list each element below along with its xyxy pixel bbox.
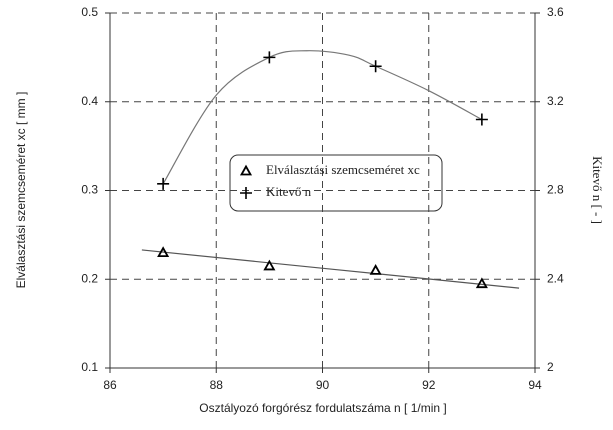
y-tick-label: 0.1	[81, 360, 98, 374]
y-tick-label: 0.2	[81, 271, 98, 285]
y2-tick-label: 3.6	[547, 5, 564, 19]
y-axis-label: Elválasztási szemcseméret xc [ mm ]	[14, 92, 28, 289]
plus-marker	[475, 113, 488, 126]
plus-marker	[369, 60, 382, 73]
legend-label: Elválasztási szemcseméret xc	[266, 162, 420, 177]
x-tick-label: 90	[316, 378, 330, 392]
y2-axis-label: Kitevő n [ - ]	[590, 156, 605, 224]
legend-box	[229, 154, 443, 212]
y-tick-label: 0.3	[81, 183, 98, 197]
axis-frame	[109, 13, 536, 369]
x-tick-label: 94	[528, 378, 542, 392]
fit-line	[162, 50, 483, 185]
plus-marker	[240, 187, 252, 199]
legend-label: Kitevő n	[266, 184, 312, 199]
x-tick-label: 92	[422, 378, 436, 392]
y2-tick-label: 3.2	[547, 94, 564, 108]
x-axis-label: Osztályozó forgórész fordulatszáma n [ 1…	[199, 401, 446, 415]
y-tick-label: 0.5	[81, 5, 98, 19]
y2-tick-label: 2	[547, 360, 554, 374]
fit-line	[141, 249, 520, 289]
triangle-marker	[157, 246, 170, 258]
triangle-marker	[369, 264, 382, 275]
x-tick-label: 88	[210, 378, 224, 392]
triangle-marker	[475, 277, 488, 289]
x-tick-label: 86	[103, 378, 117, 392]
y2-tick-label: 2.8	[547, 183, 564, 197]
y-tick-label: 0.4	[81, 94, 98, 108]
plus-marker	[263, 51, 276, 64]
y2-tick-label: 2.4	[547, 271, 564, 285]
triangle-marker	[239, 164, 253, 176]
triangle-marker	[263, 259, 276, 271]
plus-marker	[157, 177, 170, 190]
